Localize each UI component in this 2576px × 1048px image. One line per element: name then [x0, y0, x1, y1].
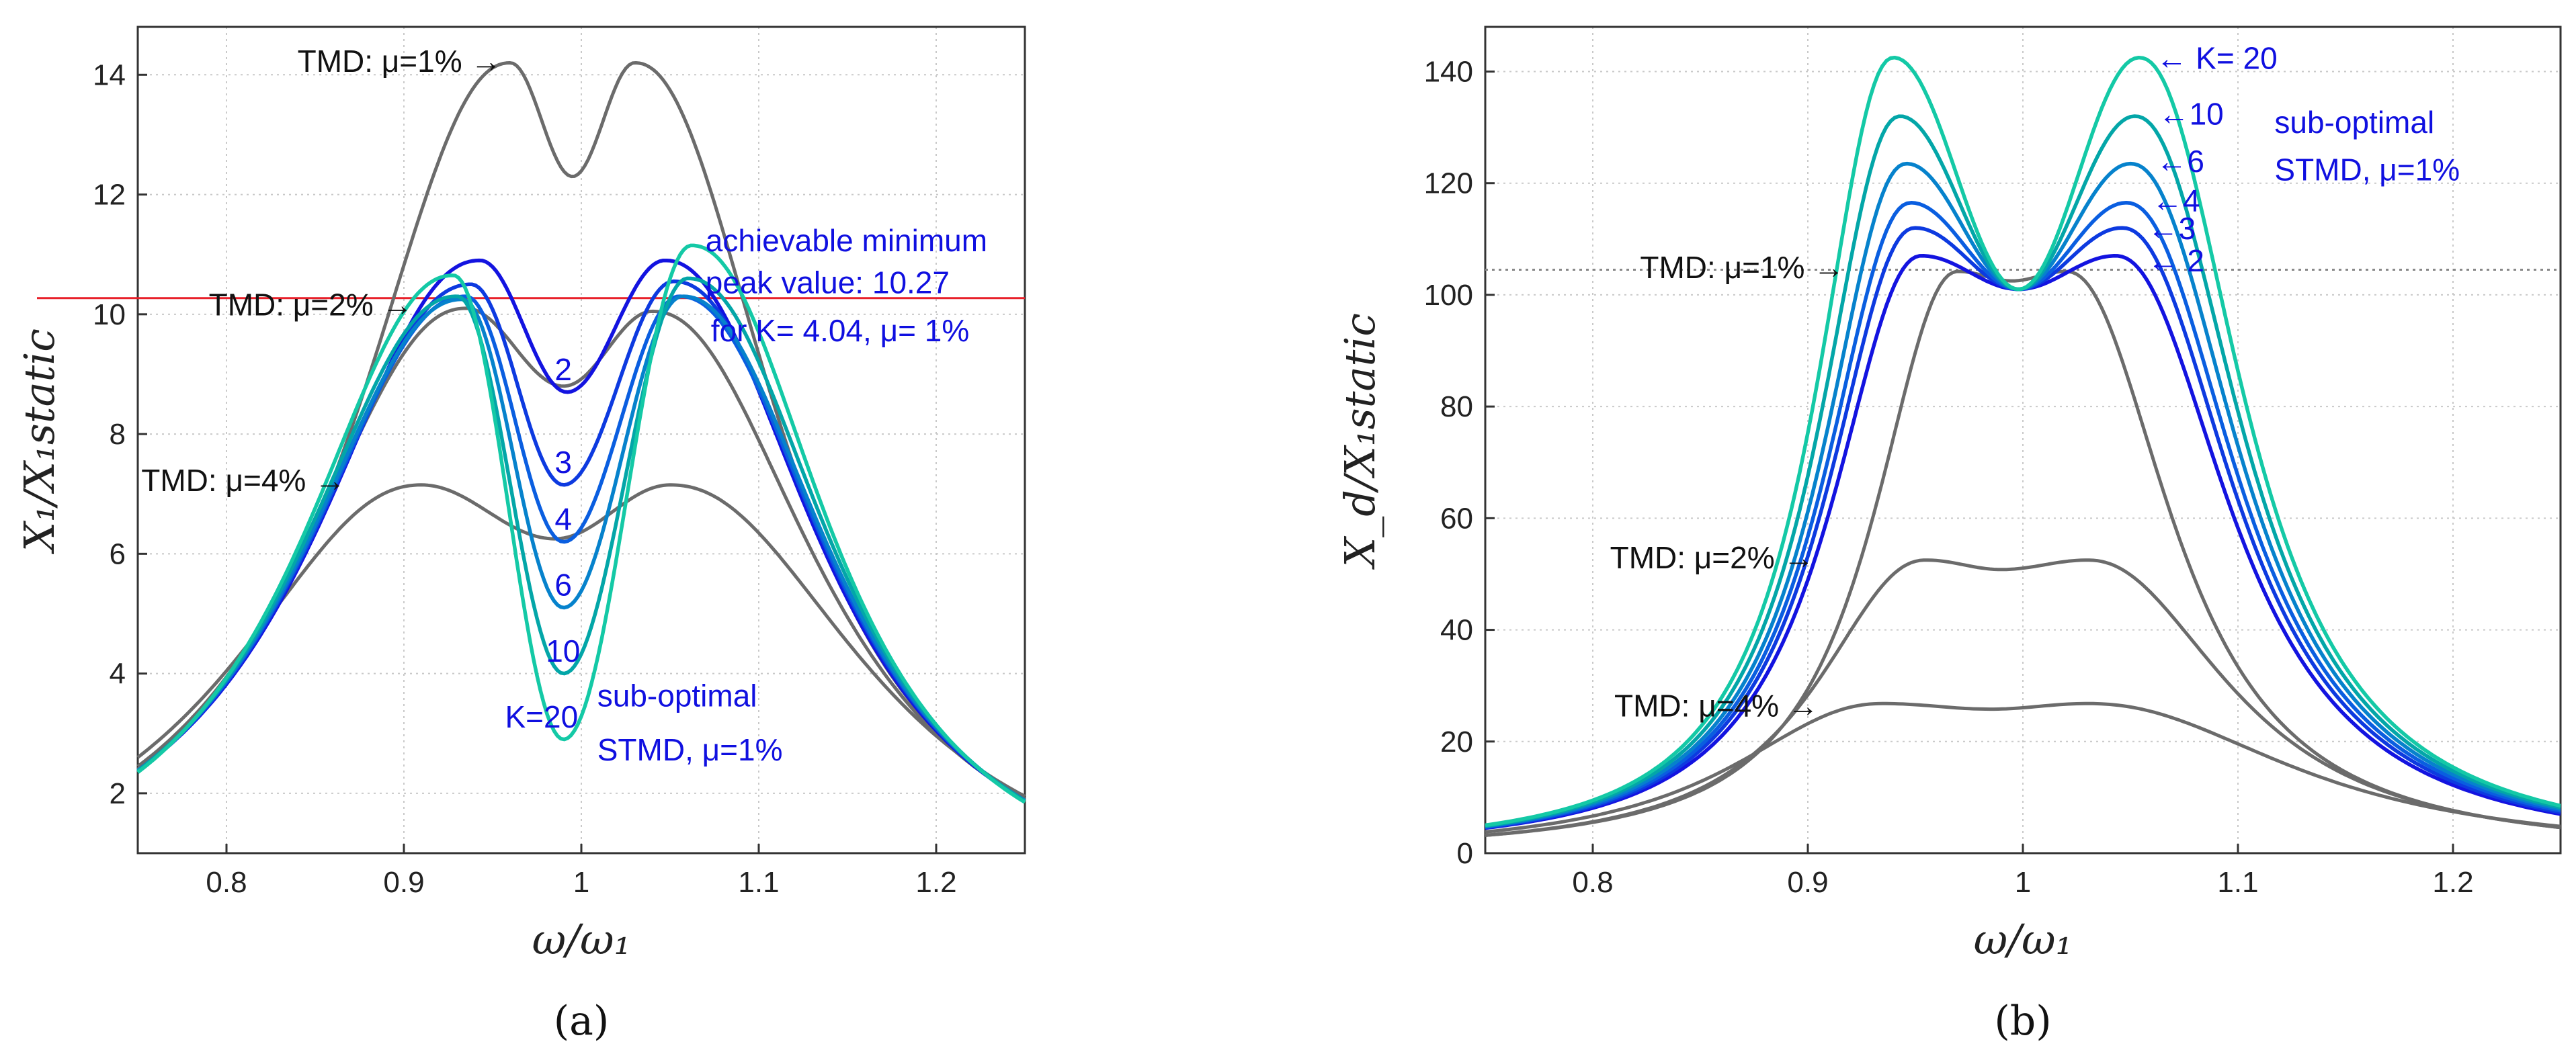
- panel-b-curve-k-20: [1485, 55, 2561, 828]
- panel-b-annotation: sub-optimal: [2274, 105, 2434, 140]
- panel-b-y-tick-label: 140: [1424, 55, 1473, 88]
- panel-a-label: (a): [554, 998, 610, 1045]
- panel-a-y-tick-label: 8: [110, 418, 126, 451]
- panel-a-curves: [136, 61, 1026, 804]
- panel-b-annotation: TMD: μ=1% →: [1640, 250, 1844, 285]
- panel-b-y-axis-label: X_d/X₁static: [1335, 313, 1384, 570]
- panel-a-y-tick-label: 6: [110, 537, 126, 570]
- panel-a-x-tick-label: 0.9: [383, 866, 424, 899]
- panel-b-annotation: ← 2: [2148, 243, 2204, 278]
- panel-a-curve-tmd-mu-1pct: [136, 61, 1026, 801]
- panel-a-curve-k-20: [136, 243, 1026, 804]
- panel-a-curve-k-6: [136, 294, 1026, 802]
- panel-b-y-tick-label: 80: [1440, 390, 1473, 423]
- panel-a-annotation: sub-optimal: [597, 679, 757, 713]
- panel-b-y-tick-label: 40: [1440, 614, 1473, 647]
- panel-a-annotation: K=20: [505, 699, 578, 734]
- panel-a-annotation: STMD, μ=1%: [597, 732, 783, 767]
- panel-b-y-tick-label: 20: [1440, 726, 1473, 758]
- panel-b-x-tick-label: 1: [2015, 866, 2031, 899]
- panel-b-chart: 0.8 0.9 1 1.1 1.2 0 20 40 60 80 100 120 140 TMD: μ=1…: [1335, 26, 2562, 1045]
- panel-b-label: (b): [1994, 998, 2051, 1045]
- panel-a-x-axis-label: ω/ω₁: [532, 915, 631, 964]
- panel-b-curve-k-4: [1485, 201, 2561, 829]
- panel-a-annotation: 3: [554, 445, 572, 480]
- panel-a-annotation: achievable minimum: [706, 223, 987, 258]
- panel-b-annotation: ←6: [2156, 144, 2204, 179]
- panel-b-y-tick-label: 60: [1440, 502, 1473, 535]
- panel-a-y-tick-label: 2: [110, 777, 126, 810]
- panel-b-x-axis-label: ω/ω₁: [1974, 915, 2073, 964]
- panel-a-annotation: TMD: μ=2% →: [209, 288, 413, 322]
- panel-b-annotation: ←3: [2148, 211, 2196, 246]
- panel-b-annotation: ←4: [2152, 183, 2200, 218]
- panel-b-x-tick-label: 1.2: [2432, 866, 2473, 899]
- panel-b-annotation: TMD: μ=4% →: [1614, 688, 1819, 723]
- panel-a-grid: [138, 27, 1025, 853]
- panel-b-curve-tmd-mu-2pct: [1485, 558, 2561, 837]
- panel-a-annotation: 6: [554, 568, 572, 603]
- panel-a-annotation: 4: [554, 502, 572, 537]
- panel-a-annotation: 10: [546, 634, 580, 668]
- panel-a-x-tick-label: 1: [573, 866, 589, 899]
- panel-a-annotation: TMD: μ=1% →: [298, 44, 502, 79]
- panel-a-annotation: TMD: μ=4% →: [141, 463, 345, 498]
- panel-b-annotation: TMD: μ=2% →: [1610, 540, 1815, 575]
- panel-a-annotation: for K= 4.04, μ= 1%: [711, 313, 970, 348]
- panel-b-x-tick-label: 1.1: [2217, 866, 2258, 899]
- panel-b-y-tick-label: 120: [1424, 167, 1473, 200]
- panel-a-y-tick-label: 4: [110, 658, 126, 691]
- panel-a-ticks: 0.8 0.9 1 1.1 1.2 2 4 6 8 10 12 14: [93, 58, 957, 899]
- panel-b-annotation: ← K= 20: [2156, 40, 2277, 75]
- panel-b-y-tick-label: 0: [1457, 837, 1473, 870]
- panel-b-curve-tmd-mu-4pct: [1485, 701, 2561, 834]
- panel-b-x-tick-label: 0.9: [1787, 866, 1828, 899]
- panel-a-curve-k-10: [136, 276, 1026, 803]
- panel-a-y-tick-label: 10: [93, 298, 126, 331]
- panel-b-annotations: TMD: μ=1% → TMD: μ=2% → TMD: μ=4% → ← K= 20…: [1610, 40, 2460, 723]
- panel-b-y-tick-label: 100: [1424, 279, 1473, 312]
- panel-b-annotation: STMD, μ=1%: [2274, 152, 2460, 187]
- panel-a-y-axis-label: X₁/X₁static: [15, 329, 64, 554]
- panel-a-annotation: 2: [554, 352, 572, 387]
- panel-a-curve-tmd-mu-4pct: [136, 483, 1026, 798]
- panel-a-x-tick-label: 0.8: [206, 866, 247, 899]
- panel-a-x-tick-label: 1.1: [738, 866, 779, 899]
- panel-a-annotation: peak value: 10.27: [706, 265, 950, 300]
- panel-a-y-tick-label: 14: [93, 58, 126, 91]
- panel-b-annotation: ←10: [2159, 96, 2224, 131]
- panel-a-annotations: TMD: μ=1% → TMD: μ=2% → TMD: μ=4% → achieva…: [141, 44, 987, 767]
- panel-b-x-tick-label: 0.8: [1572, 866, 1613, 899]
- panel-b-ticks: 0.8 0.9 1 1.1 1.2 0 20 40 60 80 100 120 140: [1424, 55, 2474, 899]
- panel-a-x-tick-label: 1.2: [915, 866, 956, 899]
- panel-a-y-tick-label: 12: [93, 179, 126, 212]
- panel-b-curves: [1485, 55, 2561, 837]
